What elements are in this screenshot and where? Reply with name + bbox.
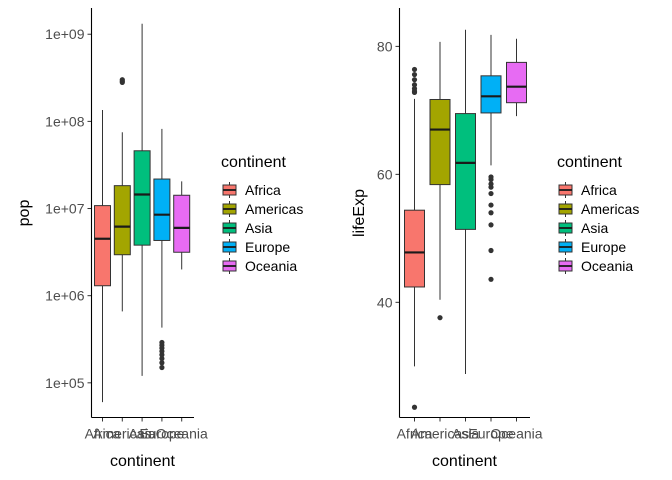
outlier-point — [488, 276, 494, 282]
interquartile-box — [153, 178, 171, 241]
pop-legend-key-oceania — [222, 258, 237, 274]
lifeexp-y-axis-title: lifeExp — [351, 189, 368, 237]
interquartile-box — [455, 113, 476, 230]
interquartile-box — [506, 61, 527, 104]
outlier-point — [411, 404, 418, 410]
lifeexp-legend: continent Africa Americas Asia Europe Oceani… — [557, 154, 639, 274]
interquartile-box — [480, 75, 502, 114]
pop-y-tick-label: 1e+05 — [45, 375, 85, 391]
outlier-point — [411, 66, 418, 73]
pop-boxes — [94, 23, 191, 403]
lifeexp-legend-key-africa — [558, 182, 573, 198]
lifeexp-box-africa — [404, 66, 425, 410]
pop-y-axis-title: pop — [16, 200, 33, 227]
pop-legend-title: continent — [221, 154, 286, 171]
outlier-point — [411, 71, 418, 78]
pop-legend-label-asia: Asia — [245, 220, 272, 236]
pop-box-europe — [153, 128, 171, 371]
pop-box-oceania — [173, 181, 191, 270]
outlier-point — [488, 174, 494, 180]
lifeexp-y-tick-label: 40 — [377, 294, 393, 310]
pop-x-axis-title: continent — [110, 453, 175, 470]
lifeexp-x-tick-label-africa: Africa — [397, 426, 433, 442]
pop-x-tick-label-africa: Africa — [85, 426, 121, 442]
pop-legend: continent Africa Americas Asia Europe Oceani… — [221, 154, 303, 274]
interquartile-box — [94, 205, 111, 287]
lifeexp-legend-key-asia — [558, 220, 573, 236]
pop-x-tick-label-asia: Asia — [128, 426, 155, 442]
outlier-point — [488, 247, 494, 254]
lifeexp-legend-key-americas — [558, 201, 573, 217]
outlier-point — [488, 190, 494, 197]
lifeexp-legend-label-americas: Americas — [581, 201, 639, 217]
lifeexp-box-europe — [480, 34, 502, 282]
lifeexp-x-tick-label-oceania: Oceania — [490, 426, 542, 442]
pop-box-asia — [133, 23, 151, 376]
outlier-point — [159, 339, 165, 346]
pop-legend-label-americas: Americas — [245, 201, 303, 217]
pop-box-africa — [94, 110, 111, 403]
outlier-point — [488, 202, 494, 208]
lifeexp-legend-title: continent — [557, 154, 622, 171]
lifeexp-x-tick-label-asia: Asia — [452, 426, 479, 442]
pop-box-americas — [113, 77, 131, 312]
pop-x-tick-label-americas: Americas — [93, 426, 151, 442]
lifeexp-boxes — [404, 29, 527, 410]
outlier-point — [488, 222, 494, 228]
pop-legend-key-europe — [222, 239, 237, 255]
lifeexp-legend-label-oceania: Oceania — [581, 258, 633, 274]
lifeexp-legend-label-asia: Asia — [581, 220, 608, 236]
interquartile-box — [113, 185, 131, 256]
pop-legend-label-europe: Europe — [245, 239, 290, 255]
pop-y-tick-label: 1e+08 — [45, 113, 85, 129]
outlier-point — [488, 210, 494, 216]
lifeexp-box-asia — [455, 29, 476, 374]
lifeexp-legend-label-africa: Africa — [581, 182, 617, 198]
pop-y-tick-label: 1e+07 — [45, 201, 85, 217]
pop-legend-key-asia — [222, 220, 237, 236]
lifeexp-box-oceania — [506, 38, 527, 117]
lifeexp-x-tick-label-europe: Europe — [468, 426, 513, 442]
outlier-point — [437, 315, 443, 321]
lifeexp-legend-label-europe: Europe — [581, 239, 626, 255]
pop-legend-key-americas — [222, 201, 237, 217]
outlier-point — [159, 360, 165, 366]
pop-legend-label-oceania: Oceania — [245, 258, 297, 274]
interquartile-box — [404, 209, 425, 288]
lifeexp-y-tick-label: 60 — [377, 166, 393, 182]
lifeexp-y-axis-ticks: 40 60 80 — [377, 38, 400, 310]
pop-x-tick-label-europe: Europe — [139, 426, 184, 442]
lifeexp-x-tick-label-americas: Americas — [411, 426, 469, 442]
lifeexp-legend-key-europe — [558, 239, 573, 255]
lifeexp-x-axis-title: continent — [432, 453, 497, 470]
pop-legend-key-africa — [222, 182, 237, 198]
interquartile-box — [173, 194, 191, 253]
pop-x-tick-label-oceania: Oceania — [156, 426, 208, 442]
outlier-point — [159, 355, 165, 362]
interquartile-box — [429, 98, 451, 186]
interquartile-box — [133, 150, 151, 246]
lifeexp-y-tick-label: 80 — [377, 38, 393, 54]
outlier-point — [411, 86, 418, 92]
lifeexp-legend-key-oceania — [558, 258, 573, 274]
outlier-point — [411, 77, 418, 83]
pop-legend-label-africa: Africa — [245, 182, 281, 198]
pop-boxplot-panel: 1e+05 1e+06 1e+07 1e+08 1e+09 AfricaAmericas… — [16, 8, 208, 470]
pop-y-axis-ticks: 1e+05 1e+06 1e+07 1e+08 1e+09 — [45, 26, 92, 391]
pop-y-tick-label: 1e+06 — [45, 288, 85, 304]
outlier-point — [119, 77, 125, 83]
outlier-point — [488, 181, 494, 187]
lifeexp-box-americas — [429, 41, 451, 321]
outlier-point — [159, 364, 165, 371]
pop-y-tick-label: 1e+09 — [45, 26, 85, 42]
outlier-point — [411, 82, 418, 88]
